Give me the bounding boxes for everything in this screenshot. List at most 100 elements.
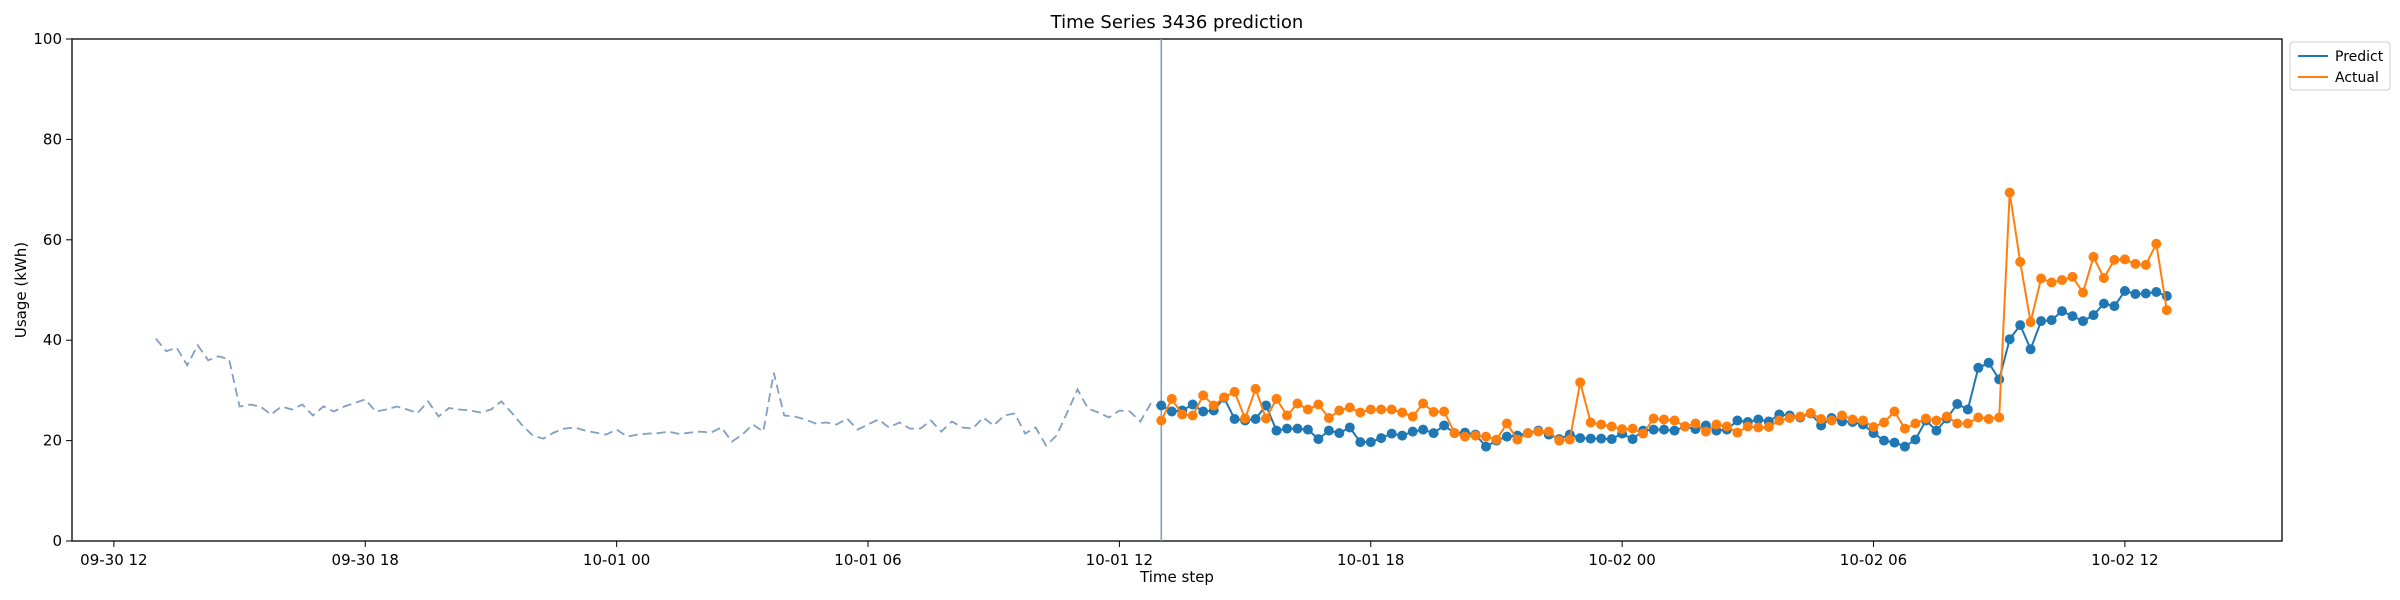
predict-point <box>1428 428 1439 439</box>
actual-point <box>2078 287 2088 298</box>
x-tick-label: 10-01 06 <box>834 551 901 569</box>
actual-point <box>1585 417 1596 428</box>
predict-point <box>2088 310 2099 321</box>
legend-label-actual: Actual <box>2335 70 2379 86</box>
legend: Predict Actual <box>2289 41 2391 91</box>
actual-point <box>1187 410 1198 421</box>
predict-point <box>1501 431 1512 442</box>
predict-point <box>1596 433 1607 444</box>
predict-point <box>1365 437 1376 448</box>
actual-point <box>1753 422 1764 433</box>
predict-point <box>1323 425 1334 436</box>
predict-point <box>1659 424 1669 435</box>
actual-point <box>1313 399 1324 410</box>
actual-point <box>1439 406 1450 417</box>
actual-point <box>1837 410 1848 421</box>
actual-point <box>1481 431 1491 442</box>
predict-point <box>1313 434 1324 445</box>
predict-point <box>1627 434 1638 445</box>
actual-point <box>1240 413 1251 424</box>
plot-area <box>71 38 2283 542</box>
predict-point <box>1198 406 1209 417</box>
actual-point <box>1721 421 1732 432</box>
actual-point <box>1648 413 1659 424</box>
actual-point <box>1198 390 1209 401</box>
actual-point <box>1617 424 1628 435</box>
x-axis-label: Time step <box>1139 568 1214 586</box>
actual-point <box>1271 393 1282 404</box>
actual-point <box>1376 404 1387 415</box>
actual-point <box>1920 413 1931 424</box>
actual-point <box>1282 410 1292 421</box>
actual-point <box>1795 411 1806 422</box>
actual-point <box>1292 398 1303 409</box>
actual-point <box>1983 414 1994 424</box>
predict-point <box>2078 316 2088 327</box>
predict-point <box>1983 357 1994 368</box>
actual-point <box>1659 414 1669 425</box>
x-axis: 09-30 12 09-30 18 10-01 00 10-01 06 10-01 12… <box>80 541 2159 569</box>
actual-point <box>1889 406 1900 417</box>
predict-point <box>1669 425 1680 436</box>
actual-point <box>1606 421 1617 432</box>
predict-point <box>2067 311 2078 322</box>
actual-point <box>1208 400 1219 411</box>
predict-point <box>1732 415 1743 426</box>
predict-point <box>1889 437 1900 448</box>
actual-point <box>1250 383 1261 394</box>
actual-point <box>1847 414 1858 425</box>
y-axis: 0 20 40 60 80 100 <box>33 30 72 550</box>
predict-point <box>1386 428 1397 439</box>
predict-point <box>1282 423 1292 434</box>
actual-point <box>1774 415 1785 426</box>
predict-point <box>1899 441 1910 452</box>
predict-point <box>1187 399 1198 410</box>
actual-point <box>2067 271 2078 282</box>
actual-point <box>1669 415 1680 426</box>
predict-point <box>2130 289 2141 299</box>
predict-point <box>1931 425 1942 436</box>
series-layer <box>155 39 2172 541</box>
actual-point <box>2015 256 2026 267</box>
predict-point <box>1229 414 1240 424</box>
predict-point <box>1585 433 1596 444</box>
actual-point <box>1219 392 1230 403</box>
predict-point <box>1250 414 1261 424</box>
y-tick-label: 100 <box>33 30 62 48</box>
legend-label-predict: Predict <box>2335 49 2384 65</box>
actual-point <box>1229 386 1240 397</box>
actual-point <box>1596 419 1607 430</box>
actual-point <box>1941 411 1952 422</box>
actual-point <box>1418 398 1429 409</box>
actual-point <box>1302 404 1313 415</box>
y-tick-label: 60 <box>43 231 62 249</box>
actual-point <box>2161 305 2172 316</box>
predict-point <box>1481 441 1491 452</box>
predict-point <box>1575 433 1586 444</box>
x-tick-label: 10-02 12 <box>2091 551 2158 569</box>
actual-point <box>1931 415 1942 426</box>
history-line <box>155 338 1162 448</box>
y-tick-label: 80 <box>43 130 62 148</box>
predict-point <box>1292 423 1303 434</box>
predict-point <box>2015 320 2026 331</box>
predict-point <box>1606 434 1617 445</box>
actual-point <box>2057 275 2067 285</box>
x-tick-label: 10-02 00 <box>1588 551 1655 569</box>
actual-point <box>1962 418 1973 429</box>
predict-point <box>1648 424 1659 435</box>
actual-point <box>1690 418 1701 429</box>
actual-point <box>1858 415 1868 426</box>
actual-point <box>1994 412 2005 423</box>
predict-point <box>1973 362 1984 373</box>
actual-point <box>1711 419 1722 430</box>
actual-point <box>1177 409 1188 420</box>
actual-point <box>1470 430 1481 441</box>
x-tick-label: 10-01 12 <box>1086 551 1153 569</box>
actual-point <box>1533 426 1544 437</box>
actual-point <box>1522 428 1533 439</box>
predict-point <box>1439 420 1450 431</box>
actual-point <box>1261 413 1271 424</box>
x-tick-label: 09-30 12 <box>80 551 147 569</box>
actual-point <box>2151 238 2162 249</box>
